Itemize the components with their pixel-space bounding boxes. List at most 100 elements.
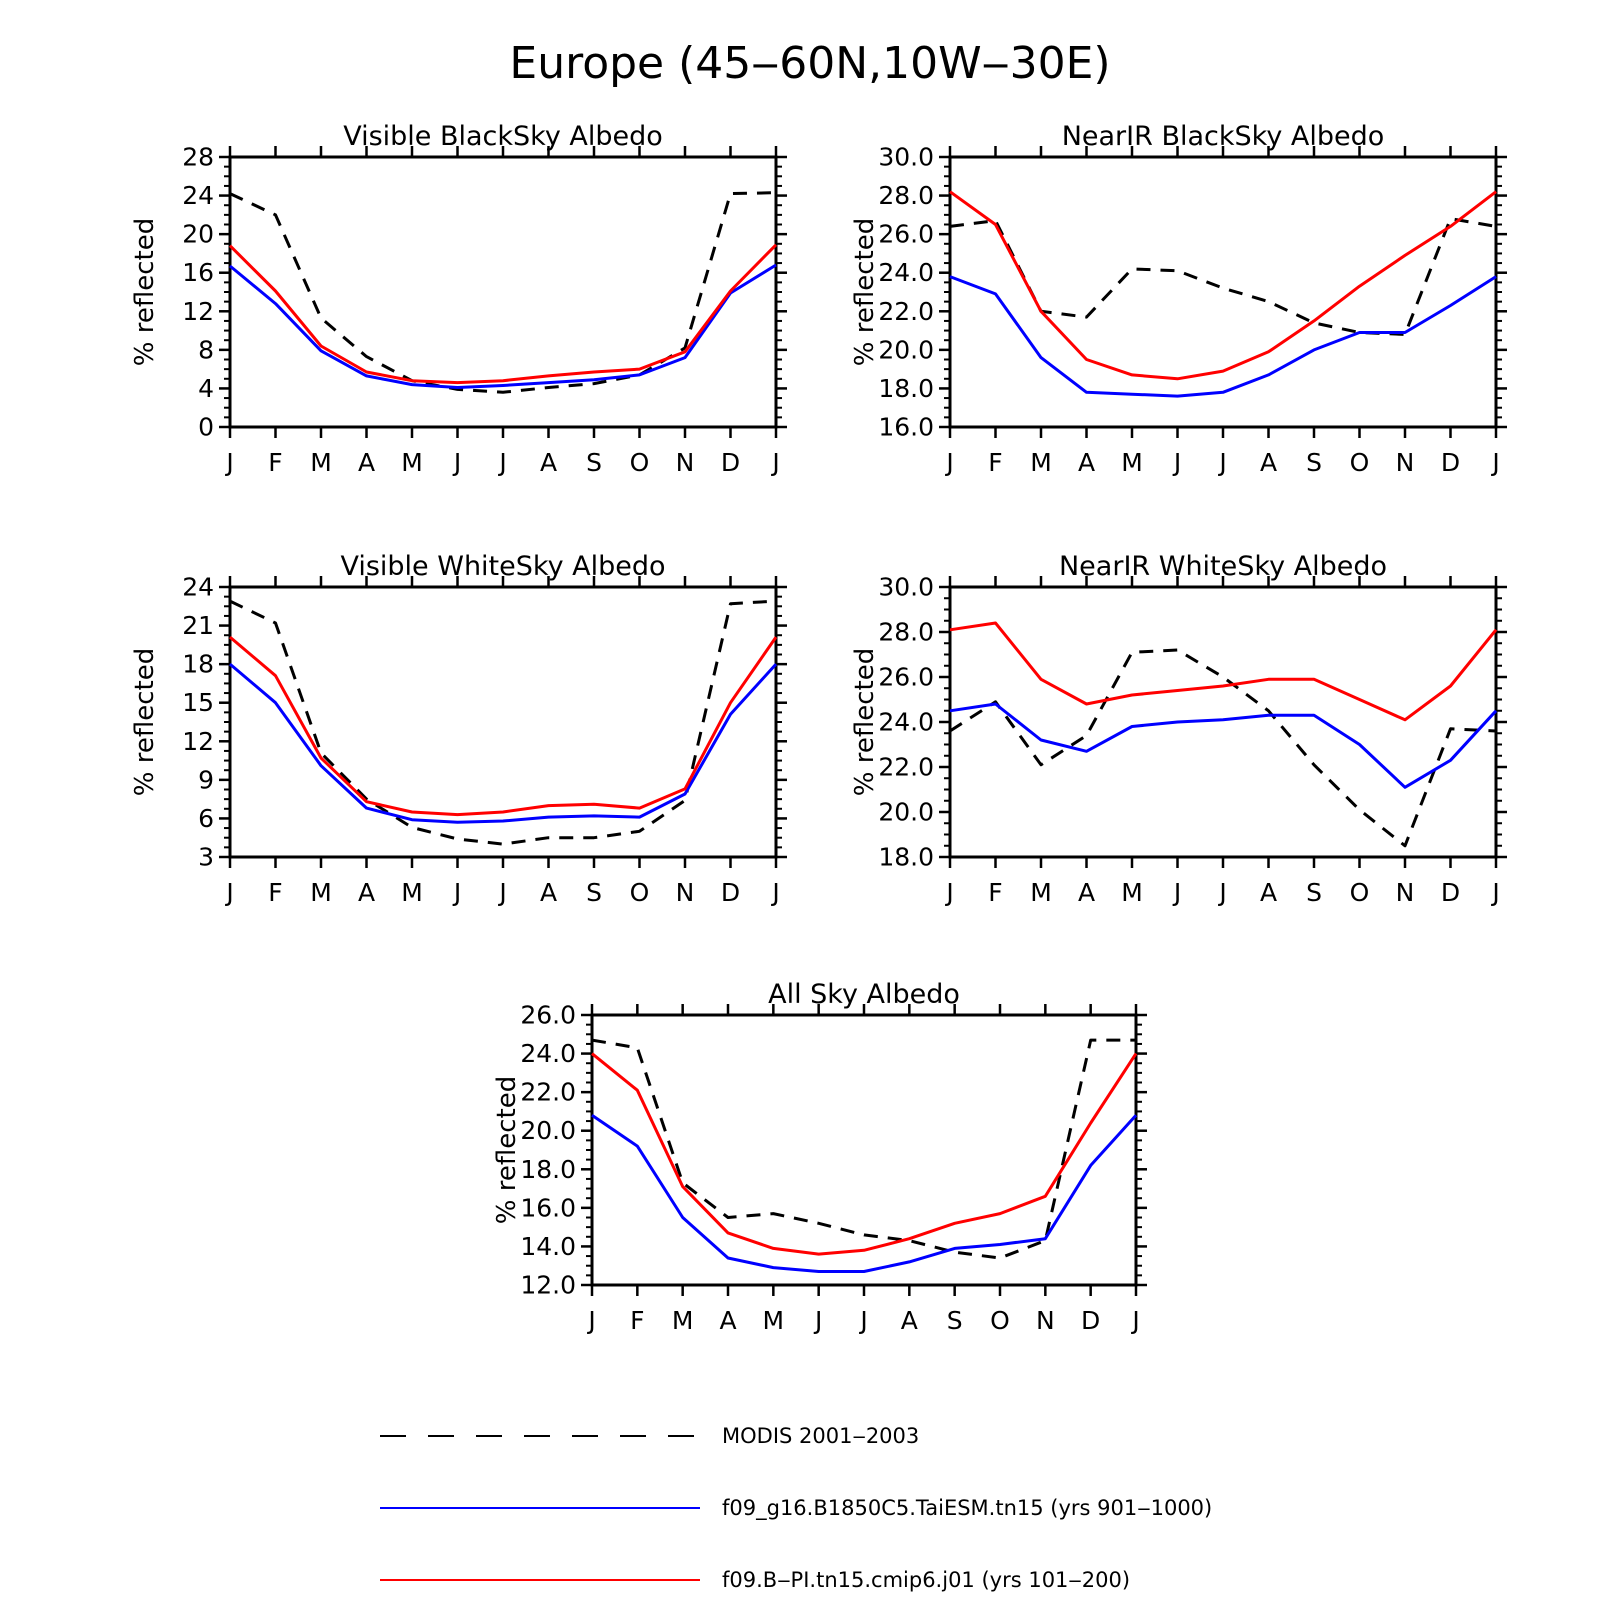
x-tick-label: J [586, 1306, 595, 1335]
x-tick-label: J [1130, 1306, 1139, 1335]
x-tick-label: N [1396, 448, 1415, 477]
x-tick-label: O [630, 448, 650, 477]
x-tick-label: M [763, 1306, 785, 1335]
x-tick-label: D [1441, 448, 1460, 477]
x-tick-label: J [858, 1306, 867, 1335]
legend-item-modis: MODIS 2001‒2003 [380, 1424, 919, 1448]
x-tick-label: J [1217, 878, 1226, 907]
y-tick-label: 18.0 [878, 843, 934, 872]
x-tick-label: J [770, 878, 779, 907]
x-tick-label: D [1081, 1306, 1100, 1335]
plot-frame [948, 585, 1498, 859]
series-line-taiesm [949, 275, 1497, 398]
y-tick-label: 8 [198, 335, 214, 364]
x-tick-label: J [1490, 448, 1499, 477]
y-tick-label: 30.0 [878, 573, 934, 602]
plot-frame [228, 585, 778, 859]
y-tick-label: 12.0 [520, 1271, 576, 1300]
y-tick-label: 26.0 [520, 1001, 576, 1030]
series-line-modis [229, 191, 777, 394]
y-tick-label: 24.0 [520, 1039, 576, 1068]
x-tick-label: J [1217, 448, 1226, 477]
x-tick-label: A [1260, 448, 1277, 477]
x-tick-label: M [672, 1306, 694, 1335]
y-tick-label: 28 [182, 143, 214, 172]
x-tick-label: N [1396, 878, 1415, 907]
x-tick-label: O [1350, 448, 1370, 477]
y-tick-label: 12 [182, 297, 214, 326]
y-tick-label: 20.0 [878, 798, 934, 827]
series-line-cmip6 [949, 190, 1497, 381]
y-tick-label: 20.0 [878, 335, 934, 364]
y-tick-label: 30.0 [878, 143, 934, 172]
x-tick-label: A [540, 448, 557, 477]
series-line-taiesm [949, 702, 1498, 789]
legend-label-modis: MODIS 2001‒2003 [722, 1424, 919, 1448]
x-tick-label: F [988, 878, 1002, 907]
y-axis-label: % reflected [492, 1076, 522, 1224]
x-tick-label: F [268, 878, 282, 907]
x-tick-label: O [1350, 878, 1370, 907]
legend-item-cmip6: f09.B‒PI.tn15.cmip6.j01 (yrs 101‒200) [380, 1568, 1130, 1592]
x-tick-label: A [719, 1306, 736, 1335]
y-tick-label: 18 [182, 650, 214, 679]
x-tick-label: A [358, 878, 375, 907]
x-tick-label: J [497, 878, 506, 907]
y-tick-label: 26.0 [878, 663, 934, 692]
series-line-taiesm [229, 263, 777, 389]
series-line-taiesm [591, 1114, 1138, 1273]
y-tick-label: 22.0 [520, 1078, 576, 1107]
x-tick-label: M [1121, 448, 1143, 477]
y-tick-label: 24.0 [878, 258, 934, 287]
y-axis-label: % reflected [130, 218, 160, 366]
x-tick-label: M [1121, 878, 1143, 907]
y-tick-label: 4 [198, 374, 214, 403]
y-tick-label: 24 [182, 573, 214, 602]
y-tick-label: 28.0 [878, 618, 934, 647]
x-tick-label: J [1172, 448, 1181, 477]
y-tick-label: 24.0 [878, 708, 934, 737]
y-tick-label: 20 [182, 220, 214, 249]
x-tick-label: S [1306, 448, 1322, 477]
series-line-cmip6 [949, 621, 1498, 722]
x-tick-label: D [721, 448, 740, 477]
x-tick-label: F [988, 448, 1002, 477]
x-tick-label: A [1078, 448, 1095, 477]
y-tick-label: 22.0 [878, 297, 934, 326]
y-tick-label: 3 [198, 843, 214, 872]
plot-frame [590, 1013, 1138, 1287]
x-tick-label: J [224, 878, 233, 907]
series-line-taiesm [229, 662, 778, 824]
x-tick-label: J [813, 1306, 822, 1335]
x-tick-label: A [1260, 878, 1277, 907]
x-tick-label: A [901, 1306, 918, 1335]
x-tick-label: F [630, 1306, 644, 1335]
y-tick-label: 28.0 [878, 181, 934, 210]
y-axis-label: % reflected [130, 648, 160, 796]
x-tick-label: J [944, 448, 953, 477]
y-tick-label: 16 [182, 258, 214, 287]
y-tick-label: 15 [182, 688, 214, 717]
x-tick-label: M [310, 448, 332, 477]
x-tick-label: S [1306, 878, 1322, 907]
series-line-modis [949, 217, 1497, 336]
y-tick-label: 9 [198, 765, 214, 794]
x-tick-label: A [358, 448, 375, 477]
series-line-cmip6 [229, 635, 778, 817]
series-line-modis [949, 648, 1497, 848]
figure-title: Europe (45‒60N,10W‒30E) [509, 38, 1110, 89]
series-line-cmip6 [228, 243, 778, 385]
y-tick-label: 24 [182, 181, 214, 210]
x-tick-label: S [947, 1306, 963, 1335]
x-tick-label: M [310, 878, 332, 907]
y-axis-label: % reflected [850, 218, 880, 366]
y-tick-label: 22.0 [878, 753, 934, 782]
y-tick-label: 0 [198, 413, 214, 442]
y-tick-label: 16.0 [520, 1193, 576, 1222]
legend-label-taiesm: f09_g16.B1850C5.TaiESM.tn15 (yrs 901‒100… [722, 1496, 1212, 1521]
